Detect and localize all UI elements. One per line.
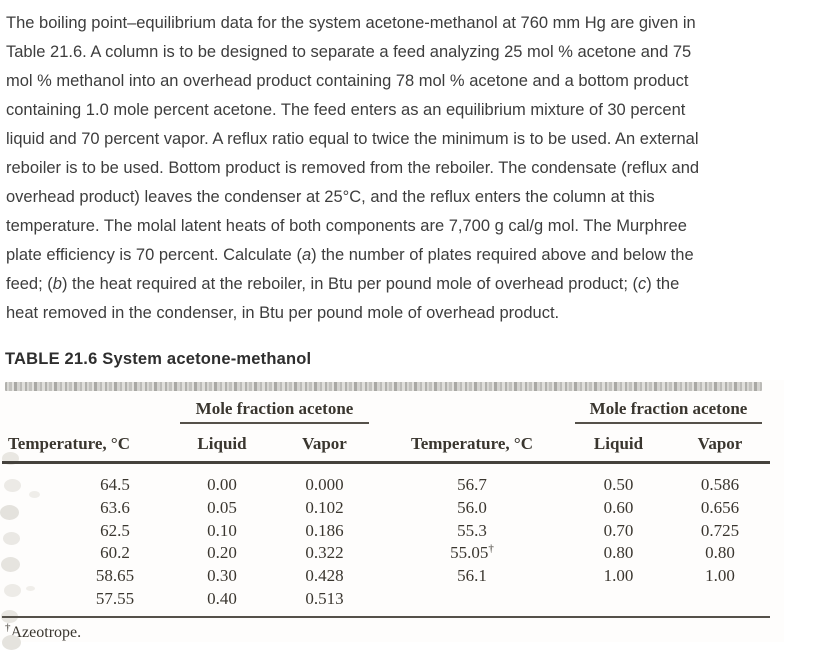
- group-header-spacer: [2, 391, 172, 424]
- table-cell: 63.6: [100, 497, 130, 517]
- problem-line: liquid and 70 percent vapor. A reflux ra…: [6, 130, 699, 148]
- group-header-spacer: [377, 391, 567, 424]
- problem-line: overhead product) leaves the condenser a…: [6, 188, 655, 206]
- col-header-liquid-left: Liquid: [197, 434, 247, 453]
- table-cell: 60.2: [100, 543, 130, 563]
- table-cell: 0.656: [700, 497, 740, 517]
- problem-statement: The boiling point–equilibrium data for t…: [6, 14, 700, 322]
- bottom-rule: [2, 615, 770, 618]
- scan-top-border: [5, 382, 762, 391]
- table-cell: 0.50: [603, 475, 634, 494]
- table-cell: 0.80: [705, 543, 735, 563]
- table-cell: 0.30: [207, 566, 237, 586]
- dagger-icon: †: [5, 621, 11, 634]
- equilibrium-table: Mole fraction acetone Mole fraction acet…: [2, 391, 770, 618]
- table-cell: 64.5: [100, 475, 130, 494]
- dagger-icon: †: [488, 542, 494, 555]
- group-header-left: Mole fraction acetone: [180, 398, 369, 424]
- problem-line: temperature. The molal latent heats of b…: [6, 217, 687, 235]
- problem-line: mol % methanol into an overhead product …: [6, 72, 689, 90]
- table-cell: 56.7: [457, 475, 487, 494]
- col-header-vapor-right: Vapor: [697, 434, 743, 453]
- col-header-temperature-left: Temperature, °C: [8, 434, 131, 453]
- problem-line: The boiling point–equilibrium data for t…: [6, 14, 696, 32]
- table-cell: [567, 588, 670, 611]
- table-cell: 0.00: [207, 475, 237, 494]
- table-cell: 0.322: [305, 543, 344, 563]
- table-cell: 0.80: [603, 543, 634, 563]
- header-rule: [2, 461, 770, 464]
- table-cell: 0.186: [305, 520, 344, 540]
- scanned-table-image: Mole fraction acetone Mole fraction acet…: [0, 380, 784, 642]
- table-cell: 0.70: [603, 520, 634, 540]
- table-cell: 1.00: [603, 566, 634, 586]
- table-cell: 56.1: [457, 566, 487, 586]
- table-cell: 62.5: [100, 520, 130, 540]
- table-title: TABLE 21.6 System acetone-methanol: [5, 350, 312, 368]
- problem-line: plate efficiency is 70 percent. Calculat…: [6, 246, 694, 264]
- table-cell: 0.40: [207, 588, 237, 608]
- table-cell: 0.102: [305, 497, 344, 517]
- table-cell: 0.586: [700, 475, 740, 494]
- table-footnote: †Azeotrope.: [5, 621, 784, 642]
- table-cell: 0.10: [207, 520, 237, 540]
- row-gap: [2, 464, 770, 474]
- table-cell: 0.000: [305, 475, 344, 494]
- col-header-liquid-right: Liquid: [593, 434, 644, 453]
- problem-line: reboiler is to be used. Bottom product i…: [6, 159, 700, 177]
- table-cell: 0.60: [603, 497, 634, 517]
- problem-line: containing 1.0 mole percent acetone. The…: [6, 101, 686, 119]
- table-cell: [670, 588, 770, 611]
- col-header-vapor-left: Vapor: [302, 434, 347, 453]
- footnote-text: Azeotrope.: [10, 623, 82, 641]
- problem-line: Table 21.6. A column is to be designed t…: [6, 43, 692, 61]
- group-header-right: Mole fraction acetone: [575, 398, 762, 424]
- table-cell: [377, 588, 567, 611]
- problem-line: feed; (b) the heat required at the reboi…: [6, 275, 680, 293]
- table-cell: 58.65: [95, 566, 135, 586]
- table-cell: 55.3: [457, 520, 487, 540]
- table-cell: 0.513: [305, 588, 344, 608]
- col-header-temperature-right: Temperature, °C: [410, 434, 533, 453]
- table-cell: 0.428: [305, 566, 344, 586]
- table-cell: 0.725: [700, 520, 740, 540]
- table-cell: 55.05†: [450, 542, 494, 563]
- problem-line: heat removed in the condenser, in Btu pe…: [6, 304, 560, 322]
- table-cell: 0.20: [207, 543, 237, 563]
- table-cell: 56.0: [457, 497, 487, 517]
- table-cell: 1.00: [705, 566, 735, 586]
- table-cell: 57.55: [95, 588, 135, 608]
- table-cell: 0.05: [207, 497, 237, 517]
